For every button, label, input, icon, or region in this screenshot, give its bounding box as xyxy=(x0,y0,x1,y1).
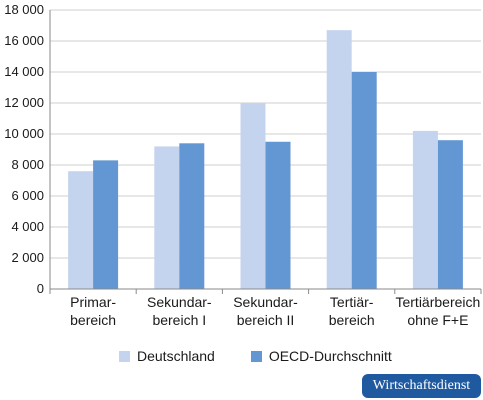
bar xyxy=(326,30,352,290)
y-tick-label: 8 000 xyxy=(11,157,44,172)
y-tick-label: 4 000 xyxy=(11,219,44,234)
x-category-label: Tertiärbereich xyxy=(395,294,480,310)
bars xyxy=(68,30,463,290)
x-category-label: Sekundar- xyxy=(147,294,212,310)
bar xyxy=(351,72,377,289)
wirtschaftsdienst-logo: Wirtschaftsdienst xyxy=(362,374,481,398)
x-category-label: Primar- xyxy=(70,294,116,310)
x-category-label: ohne F+E xyxy=(407,312,468,328)
axes xyxy=(49,10,482,294)
y-tick-label: 6 000 xyxy=(11,188,44,203)
bar xyxy=(68,171,94,289)
legend-swatch-deutschland xyxy=(119,350,130,362)
y-tick-label: 10 000 xyxy=(4,126,44,141)
y-tick-label: 14 000 xyxy=(4,64,44,79)
bar xyxy=(265,141,291,289)
legend-label-deutschland: Deutschland xyxy=(137,348,215,364)
legend-label-oecd: OECD-Durchschnitt xyxy=(268,348,392,364)
y-axis-tick-labels: 0 2 000 4 000 6 000 8 000 10 000 12 000 14 000 1… xyxy=(4,2,44,296)
y-tick-label: 16 000 xyxy=(4,33,44,48)
bar xyxy=(240,103,266,289)
legend: Deutschland OECD-Durchschnitt xyxy=(119,348,428,364)
bar xyxy=(437,140,463,289)
x-category-label: bereich xyxy=(70,312,116,328)
x-category-label: bereich xyxy=(329,312,375,328)
y-tick-label: 12 000 xyxy=(4,95,44,110)
x-category-label: bereich I xyxy=(152,312,206,328)
x-axis-category-labels: Primar-bereich Sekundar-bereich I Sekundar… xyxy=(70,294,480,328)
bar xyxy=(179,143,205,289)
x-category-label: bereich II xyxy=(237,312,295,328)
y-tick-label: 2 000 xyxy=(11,250,44,265)
bar xyxy=(412,130,438,289)
x-category-label: Sekundar- xyxy=(233,294,298,310)
bar xyxy=(154,146,180,289)
legend-item-oecd: OECD-Durchschnitt xyxy=(250,348,392,364)
legend-swatch-oecd xyxy=(250,350,262,362)
y-tick-label: 18 000 xyxy=(4,2,44,17)
y-tick-label: 0 xyxy=(37,281,44,296)
legend-item-deutschland: Deutschland xyxy=(119,348,215,364)
bar xyxy=(93,160,119,289)
bar-chart: 0 2 000 4 000 6 000 8 000 10 000 12 000 14 000 1… xyxy=(4,2,482,328)
x-category-label: Tertiär- xyxy=(330,294,374,310)
